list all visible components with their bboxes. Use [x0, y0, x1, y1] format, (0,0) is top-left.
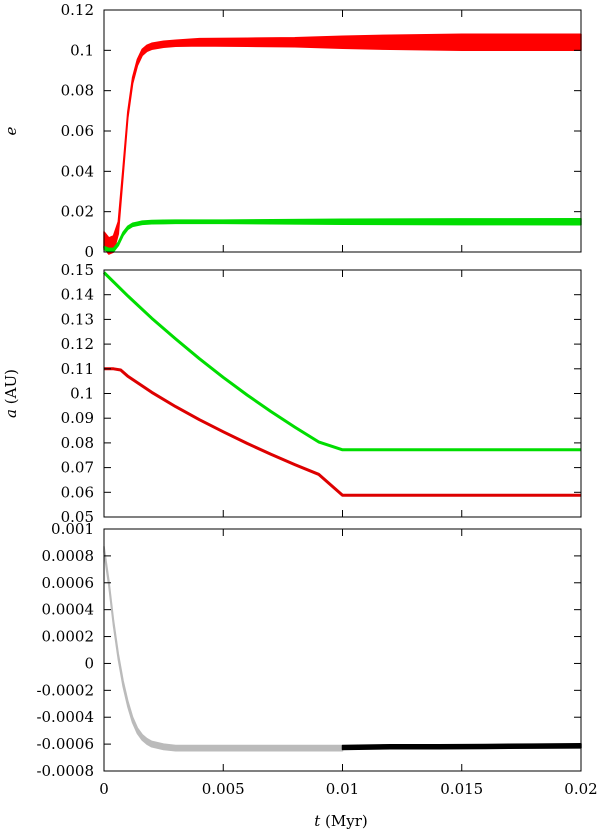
y-axis-label: e	[2, 126, 20, 135]
y-tick-label: 0.0004	[42, 601, 95, 619]
y-axis-label: a (AU)	[2, 369, 20, 418]
y-tick-label: 0.07	[61, 459, 94, 477]
series-band	[341, 743, 582, 751]
y-tick-label: 0.12	[61, 335, 94, 353]
x-tick-label: 0.005	[202, 780, 245, 798]
y-tick-label: 0.04	[61, 162, 94, 180]
y-tick-label: -0.0004	[36, 708, 94, 726]
series-1-1	[104, 367, 581, 497]
y-tick-label: 0.06	[61, 122, 94, 140]
y-tick-label: 0.12	[61, 1, 94, 19]
series-2-0	[103, 545, 344, 752]
y-tick-label: 0	[84, 243, 94, 261]
x-tick-label: 0.015	[440, 780, 483, 798]
y-tick-label: 0.0002	[42, 628, 95, 646]
plot-frame	[103, 528, 582, 772]
series-line	[102, 271, 581, 452]
y-tick-label: 0.13	[61, 310, 94, 328]
y-tick-label: 0	[84, 654, 94, 672]
series-1-0	[102, 271, 581, 452]
plot-frame	[103, 269, 582, 518]
y-tick-label: 0.02	[61, 203, 94, 221]
series-line	[104, 367, 581, 497]
x-tick-label: 0.01	[326, 780, 359, 798]
y-tick-label: 0.08	[61, 434, 94, 452]
x-tick-label: 0.02	[564, 780, 597, 798]
y-tick-label: 0.0008	[42, 547, 95, 565]
y-tick-label: 0.1	[70, 385, 94, 403]
y-tick-label: -0.0002	[36, 681, 94, 699]
x-tick-label: 0	[99, 780, 109, 798]
y-tick-label: 0.14	[61, 286, 94, 304]
y-tick-label: 0.001	[51, 520, 94, 538]
y-tick-label: 0.11	[61, 360, 94, 378]
y-tick-label: 0.08	[61, 82, 94, 100]
semi-major-axis-panel: 0.05 0.06 0.07 0.08 0.09 0.1 0.11 0.12 0.13 0.14 0…	[2, 261, 582, 526]
y-tick-label: -0.0008	[36, 762, 94, 780]
bottom-panel: -0.0008 -0.0006 -0.0004 -0.0002 0 0.0002 0.000…	[36, 520, 597, 798]
y-tick-label: 0.0006	[42, 574, 95, 592]
y-tick-label: 0.06	[61, 483, 94, 501]
x-axis-label: t (Myr)	[314, 812, 368, 830]
y-tick-label: 0.1	[70, 41, 94, 59]
y-tick-label: 0.05	[61, 508, 94, 526]
y-tick-label: -0.0006	[36, 735, 94, 753]
y-tick-label: 0.09	[61, 409, 94, 427]
series-band	[103, 545, 344, 752]
y-tick-label: 0.15	[61, 261, 94, 279]
eccentricity-panel: 0 0.02 0.04 0.06 0.08 0.1 0.12 e	[2, 1, 582, 261]
series-2-1	[341, 743, 582, 751]
